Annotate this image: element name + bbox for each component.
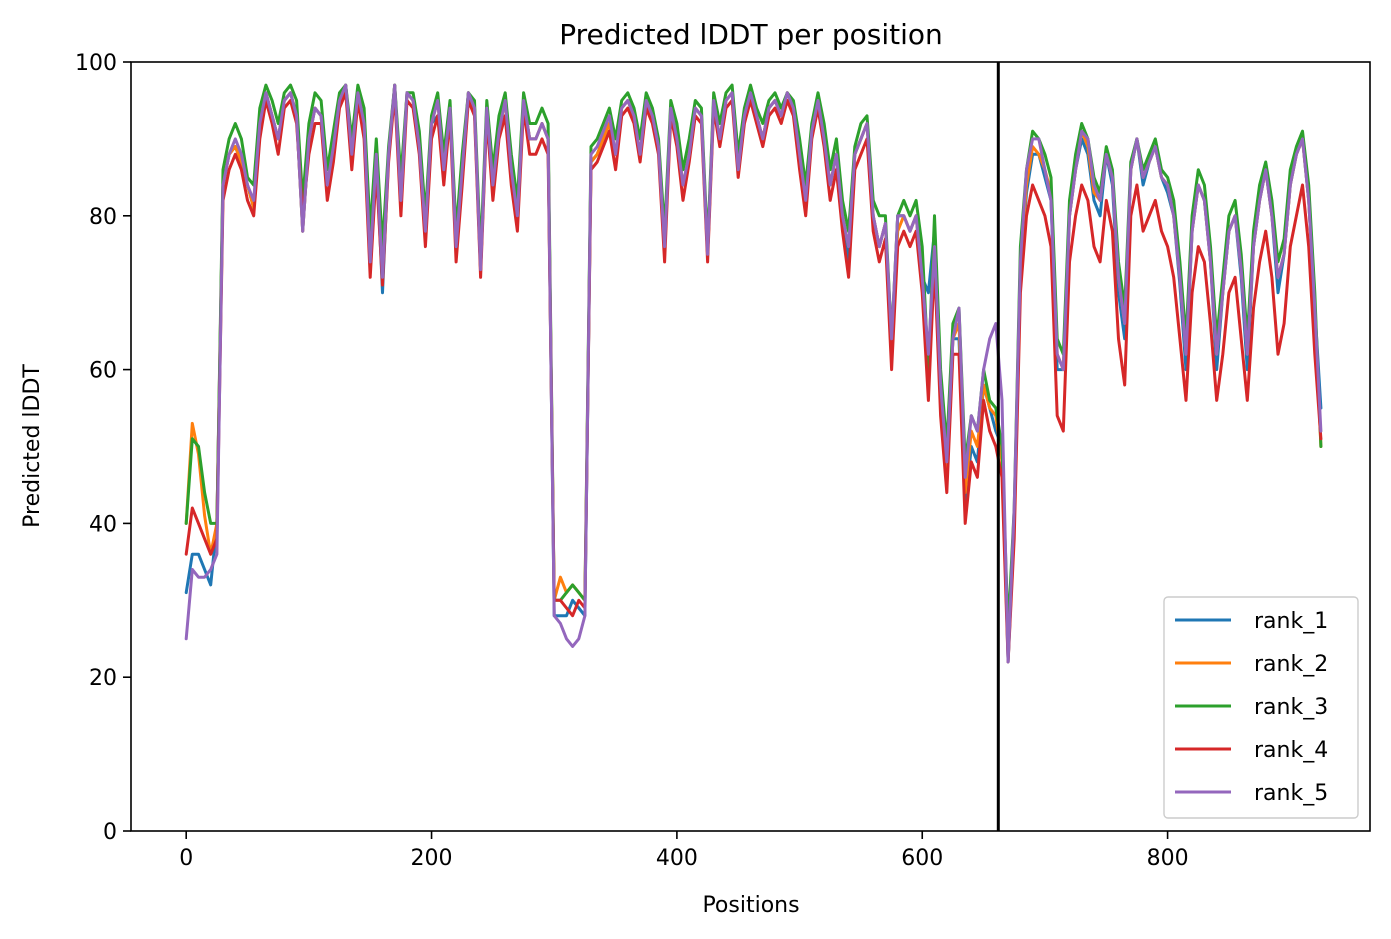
y-tick-label: 0 <box>103 820 117 845</box>
legend-label-rank_5: rank_5 <box>1254 781 1328 806</box>
x-tick-label: 0 <box>179 846 193 871</box>
plot-area-frame <box>130 61 1371 832</box>
legend-box <box>1163 596 1359 819</box>
legend-label-rank_2: rank_2 <box>1254 652 1328 677</box>
legend-label-rank_1: rank_1 <box>1254 609 1328 634</box>
y-axis-title: Predicted lDDT <box>20 364 45 528</box>
chart-title: Predicted lDDT per position <box>559 18 943 51</box>
y-tick-label: 20 <box>89 666 117 691</box>
y-tick-label: 60 <box>89 359 117 384</box>
x-tick-label: 400 <box>656 846 698 871</box>
x-tick-label: 200 <box>411 846 453 871</box>
legend-label-rank_3: rank_3 <box>1254 695 1328 720</box>
series-line-rank_5 <box>184 83 1323 664</box>
x-tick-label: 800 <box>1147 846 1189 871</box>
x-axis: 0 200 400 600 800 <box>179 831 1189 871</box>
y-tick-label: 40 <box>89 512 117 537</box>
x-axis-title: Positions <box>702 893 799 918</box>
legend-label-rank_4: rank_4 <box>1254 738 1328 763</box>
y-axis: 0 20 40 60 80 100 <box>75 51 131 845</box>
y-tick-label: 100 <box>75 51 117 76</box>
x-tick-label: 600 <box>901 846 943 871</box>
series-layer <box>184 83 1323 664</box>
y-tick-label: 80 <box>89 205 117 230</box>
legend: rank_1 rank_2 rank_3 rank_4 rank_5 <box>1163 596 1359 819</box>
